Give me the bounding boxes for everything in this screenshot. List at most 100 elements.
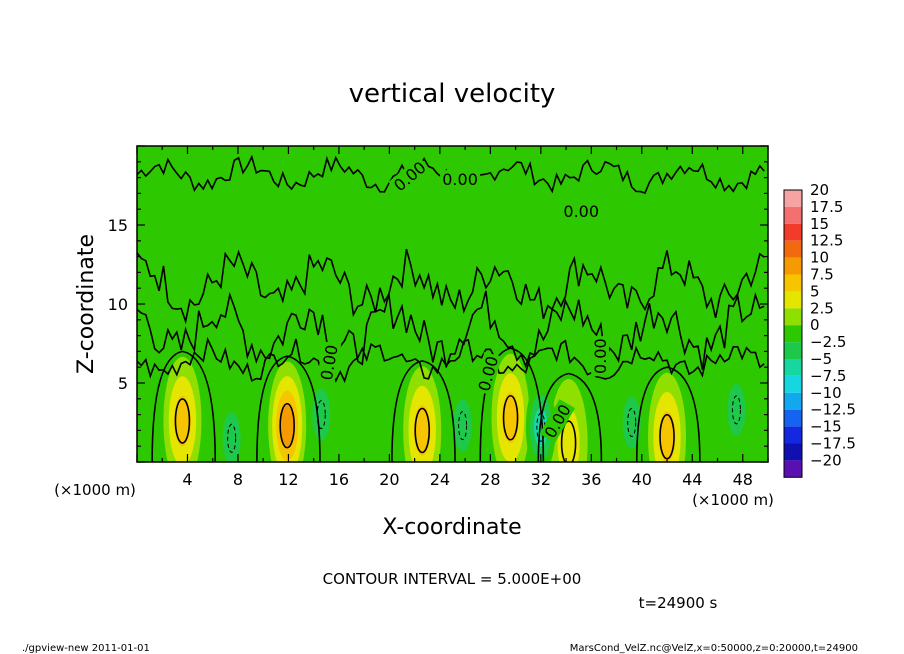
x-tick-label-10: 44 — [682, 470, 702, 489]
contour-min-0 — [227, 423, 237, 453]
colorbar-label-3: 12.5 — [810, 232, 843, 250]
colorbar-swatch-3 — [784, 240, 802, 258]
contour-interval-label: CONTOUR INTERVAL = 5.000E+00 — [323, 570, 582, 588]
colorbar-label-16: −20 — [810, 451, 842, 469]
downdraft-4-level-1 — [622, 396, 641, 449]
zero-contour-around-max-1 — [256, 355, 321, 462]
colorbar-label-4: 10 — [810, 249, 829, 267]
x-unit-right: (×1000 m) — [692, 491, 774, 509]
y-tick-labels: 5 10 15 — [108, 216, 128, 393]
footer-left: ./gpview-new 2011-01-01 — [22, 643, 150, 654]
updraft-5-level-2 — [658, 411, 676, 462]
colorbar-label-2: 15 — [810, 215, 829, 233]
contour-max-4 — [560, 420, 577, 462]
y-axis-label: Z-coordinate — [74, 234, 99, 374]
chart-title: vertical velocity — [349, 79, 556, 109]
downdraft-3-level-2 — [533, 407, 548, 447]
colorbar-label-5: 7.5 — [810, 266, 834, 284]
plot-area: 0.00 0.000.000.00 0.00 0.000.00 — [136, 145, 769, 463]
footer-right: MarsCond_VelZ.nc@VelZ,x=0:50000,z=0:2000… — [570, 643, 858, 654]
colorbar-swatch-15 — [784, 443, 802, 461]
contour-min-5 — [731, 395, 741, 425]
colorbar-label-13: −12.5 — [810, 401, 856, 419]
colorbar-label-0: 20 — [810, 181, 829, 199]
colorbar-swatch-13 — [784, 409, 802, 427]
updraft-0-level-2 — [174, 395, 191, 447]
zero-contour-around-max-0 — [151, 350, 217, 462]
zero-contour-around-max-3 — [479, 347, 545, 462]
x-tick-label-1: 8 — [233, 470, 243, 489]
x-tick-label-4: 20 — [379, 470, 399, 489]
colorbar-swatch-8 — [784, 325, 802, 343]
colorbar-swatch-2 — [784, 223, 802, 241]
y-tick-label-0: 5 — [118, 374, 128, 393]
contour-min-4 — [627, 408, 637, 437]
x-tick-label-0: 4 — [182, 470, 192, 489]
zero-contour-1 — [137, 248, 765, 325]
colorbar-swatch-0 — [784, 190, 802, 207]
contour-label-5: 0.00 — [591, 338, 610, 374]
colorbar-label-12: −10 — [810, 384, 842, 402]
downdraft-0-level-1 — [222, 412, 241, 462]
colorbar-swatch-4 — [784, 257, 802, 275]
downdraft-2-level-1 — [453, 399, 472, 452]
colorbar-label-8: 0 — [810, 316, 820, 334]
updraft-1-level-3 — [280, 405, 295, 447]
colorbar-swatch-12 — [784, 392, 802, 410]
zero-contour-around-max-2 — [391, 360, 456, 462]
colorbar-swatch-11 — [784, 375, 802, 393]
colorbar-swatch-1 — [784, 206, 802, 224]
zero-contour-3 — [137, 336, 765, 384]
colorbar-label-11: −7.5 — [810, 367, 846, 385]
x-tick-label-9: 40 — [632, 470, 652, 489]
x-tick-label-5: 24 — [430, 470, 450, 489]
colorbar-swatch-16 — [784, 460, 802, 478]
contour-label-bg-3 — [316, 341, 342, 384]
contour-min-1 — [316, 400, 326, 430]
contour-max-1 — [279, 402, 295, 449]
contour-max-3 — [502, 394, 519, 441]
x-tick-labels: 4 8 12 16 20 24 28 32 36 40 44 48 — [182, 470, 753, 489]
contour-label-2: 0.00 — [563, 202, 599, 221]
x-tick-label-3: 16 — [329, 470, 349, 489]
colorbar-frame — [783, 189, 803, 478]
colorbar-label-9: −2.5 — [810, 333, 846, 351]
contour-label-bg-4 — [473, 351, 502, 396]
colorbar-swatch-5 — [784, 274, 802, 292]
updraft-3-level-2 — [502, 392, 519, 444]
updraft-2-level-2 — [413, 405, 431, 456]
colorbar-swatch-6 — [784, 291, 802, 309]
x-tick-label-2: 12 — [278, 470, 298, 489]
colorbar-labels: 2017.51512.5107.552.50−2.5−5−7.5−10−12.5… — [810, 181, 856, 469]
y-tick-label-2: 15 — [108, 216, 128, 235]
zero-contour-2 — [137, 290, 765, 370]
colorbar-label-10: −5 — [810, 350, 832, 368]
x-tick-label-6: 28 — [480, 470, 500, 489]
x-tick-label-7: 32 — [531, 470, 551, 489]
contour-label-bg-2 — [561, 201, 602, 220]
velocity-field — [137, 335, 768, 462]
x-tick-label-8: 36 — [581, 470, 601, 489]
time-label: t=24900 s — [639, 594, 718, 612]
colorbar-label-14: −15 — [810, 418, 842, 436]
colorbar-swatch-14 — [784, 426, 802, 444]
contour-label-bg-0 — [388, 156, 431, 196]
colorbar — [783, 189, 803, 478]
colorbar-swatch-9 — [784, 342, 802, 359]
x-axis-label: X-coordinate — [382, 515, 521, 540]
colorbar-label-15: −17.5 — [810, 435, 856, 453]
x-unit-left: (×1000 m) — [54, 481, 136, 499]
contour-label-bg-6 — [539, 399, 576, 443]
zero-contour-around-max-5 — [635, 366, 701, 462]
contour-max-0 — [174, 398, 191, 444]
contour-max-2 — [414, 407, 431, 454]
contour-label-1: 0.00 — [442, 170, 478, 189]
downdraft-5-level-1 — [727, 383, 746, 436]
colorbar-swatch-7 — [784, 308, 802, 326]
axis-ticks — [136, 145, 769, 463]
y-tick-label-1: 10 — [108, 295, 128, 314]
downdraft-1-level-1 — [312, 388, 331, 441]
contour-label-bg-5 — [591, 336, 610, 377]
contour-label-bg-1 — [440, 170, 481, 189]
